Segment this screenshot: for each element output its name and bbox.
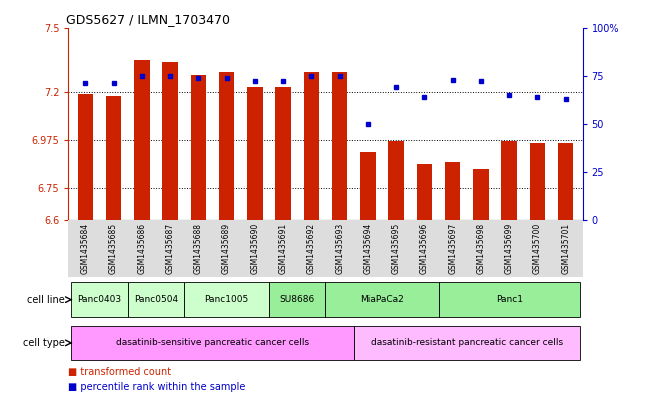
FancyBboxPatch shape — [128, 282, 184, 317]
Bar — [417, 164, 432, 220]
Text: Panc1005: Panc1005 — [204, 295, 249, 304]
Bar — [332, 72, 348, 220]
Text: GSM1435689: GSM1435689 — [222, 223, 231, 274]
Text: dasatinib-sensitive pancreatic cancer cells: dasatinib-sensitive pancreatic cancer ce… — [116, 338, 309, 347]
FancyBboxPatch shape — [184, 282, 269, 317]
Bar — [77, 94, 93, 220]
Text: Panc0504: Panc0504 — [134, 295, 178, 304]
Text: GSM1435693: GSM1435693 — [335, 223, 344, 274]
Text: GSM1435687: GSM1435687 — [165, 223, 174, 274]
Text: GSM1435688: GSM1435688 — [194, 223, 203, 274]
Text: cell type: cell type — [23, 338, 65, 348]
Bar — [389, 141, 404, 220]
Bar — [530, 143, 545, 220]
Text: GDS5627 / ILMN_1703470: GDS5627 / ILMN_1703470 — [66, 13, 230, 26]
Text: GSM1435684: GSM1435684 — [81, 223, 90, 274]
Text: dasatinib-resistant pancreatic cancer cells: dasatinib-resistant pancreatic cancer ce… — [370, 338, 563, 347]
FancyBboxPatch shape — [326, 282, 439, 317]
Text: ■ percentile rank within the sample: ■ percentile rank within the sample — [68, 382, 245, 392]
Bar — [558, 143, 574, 220]
Text: GSM1435690: GSM1435690 — [251, 223, 259, 274]
Text: GSM1435695: GSM1435695 — [392, 223, 400, 274]
Text: GSM1435686: GSM1435686 — [137, 223, 146, 274]
Bar — [473, 169, 489, 220]
Text: GSM1435696: GSM1435696 — [420, 223, 429, 274]
Text: GSM1435700: GSM1435700 — [533, 223, 542, 274]
Text: ■ transformed count: ■ transformed count — [68, 367, 171, 377]
Text: GSM1435691: GSM1435691 — [279, 223, 288, 274]
FancyBboxPatch shape — [439, 282, 580, 317]
Bar — [162, 62, 178, 220]
Bar — [360, 152, 376, 220]
Text: GSM1435694: GSM1435694 — [363, 223, 372, 274]
Bar — [106, 96, 121, 220]
FancyBboxPatch shape — [71, 325, 353, 360]
Bar — [247, 87, 262, 220]
Text: SU8686: SU8686 — [280, 295, 315, 304]
FancyBboxPatch shape — [269, 282, 326, 317]
Bar — [303, 72, 319, 220]
Text: cell line: cell line — [27, 295, 65, 305]
Bar — [134, 60, 150, 220]
Bar — [445, 162, 460, 220]
FancyBboxPatch shape — [71, 282, 128, 317]
Text: MiaPaCa2: MiaPaCa2 — [360, 295, 404, 304]
Text: GSM1435701: GSM1435701 — [561, 223, 570, 274]
Text: Panc1: Panc1 — [495, 295, 523, 304]
Bar — [219, 72, 234, 220]
Bar — [501, 141, 517, 220]
Text: GSM1435697: GSM1435697 — [448, 223, 457, 274]
Text: GSM1435698: GSM1435698 — [477, 223, 486, 274]
Bar — [275, 87, 291, 220]
Text: GSM1435685: GSM1435685 — [109, 223, 118, 274]
FancyBboxPatch shape — [353, 325, 580, 360]
Text: GSM1435692: GSM1435692 — [307, 223, 316, 274]
Text: GSM1435699: GSM1435699 — [505, 223, 514, 274]
Text: Panc0403: Panc0403 — [77, 295, 122, 304]
Bar — [191, 75, 206, 220]
